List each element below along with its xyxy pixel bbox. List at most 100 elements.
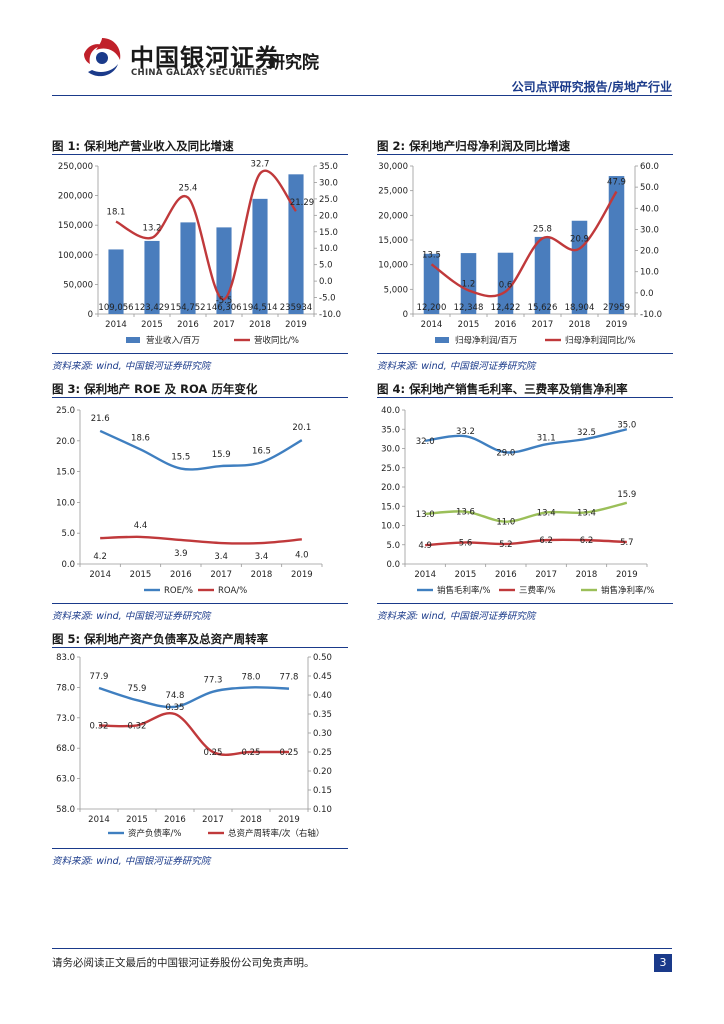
x-tick-label: 2015 (126, 815, 148, 825)
line-value-label: 3.4 (255, 552, 269, 562)
y2-tick-label: 30.0 (319, 178, 338, 188)
y-tick-label: 15.0 (381, 502, 400, 512)
bar (252, 198, 268, 314)
y2-tick-label: 40.0 (640, 204, 659, 214)
y2-tick-label: 10.0 (319, 244, 338, 254)
line-value-label: 15.9 (617, 490, 636, 500)
x-tick-label: 2017 (213, 320, 235, 330)
footer-divider (52, 948, 672, 949)
chart-margins: 0.0 5.0 10.0 15.0 20.0 25.0 30.0 35.0 40.0 2014 20… (381, 406, 654, 596)
figure-5-bottom-rule (52, 848, 348, 849)
series-line (425, 538, 627, 547)
header-divider (52, 95, 672, 96)
line-value-label: 11.0 (496, 518, 515, 528)
line-value-label: 29.0 (496, 448, 515, 458)
company-name-cn: 中国银河证券 (130, 44, 280, 72)
y2-tick-label: 20.0 (640, 247, 659, 257)
y-tick-label: 58.0 (56, 805, 75, 815)
footer-disclaimer: 请务必阅读正文最后的中国银河证券股份公司免责声明。 (52, 957, 315, 969)
line-value-label: 3.4 (214, 552, 228, 562)
line-value-label: 32.0 (416, 437, 435, 447)
bar-value-label: 194,514 (242, 303, 277, 313)
line-value-label: 0.25 (242, 748, 261, 758)
line-value-label: 16.5 (252, 446, 271, 456)
company-name-en: CHINA GALAXY SECURITIES (131, 68, 268, 78)
line-value-label: 5.7 (620, 538, 634, 548)
bar (108, 249, 124, 314)
line-value-label: 21.29 (290, 198, 314, 208)
y-tick-label: 15,000 (378, 236, 408, 246)
line-value-label: 75.9 (128, 684, 147, 694)
line-value-label: 18.1 (107, 208, 126, 218)
y-tick-label: 0.0 (61, 560, 75, 570)
y-tick-label: 0 (88, 310, 93, 320)
figure-1-source: 资料来源: wind, 中国银河证券研究院 (52, 361, 211, 372)
x-tick-label: 2014 (421, 320, 443, 330)
bar (460, 253, 477, 314)
y-tick-label: 20.0 (56, 437, 75, 447)
line-value-label: 4.0 (295, 550, 309, 560)
x-tick-label: 2018 (240, 815, 262, 825)
bar-value-label: 15,626 (528, 303, 558, 313)
figure-2-bottom-rule (377, 353, 673, 354)
legend-label: 归母净利润/百万 (455, 335, 517, 346)
figure-3-bottom-rule (52, 603, 348, 604)
x-tick-label: 2014 (105, 320, 127, 330)
y-tick-label: 5.0 (61, 529, 75, 539)
line-value-label: 33.2 (456, 427, 475, 437)
x-tick-label: 2017 (535, 570, 557, 580)
y-tick-label: 250,000 (58, 162, 93, 172)
line-value-label: 6.2 (580, 536, 594, 546)
line-value-label: 1.2 (462, 279, 476, 289)
line-value-label: 15.5 (171, 453, 190, 463)
line-value-label: 25.8 (533, 224, 552, 234)
line-value-label: 0.6 (499, 281, 513, 291)
line-value-label: 21.6 (91, 414, 110, 424)
legend-label: 资产负债率/% (128, 828, 181, 839)
y-tick-label: 25,000 (378, 187, 408, 197)
line-value-label: 20.1 (292, 423, 311, 433)
x-tick-label: 2015 (130, 570, 152, 580)
y-tick-label: 5,000 (384, 285, 408, 295)
legend-label: 总资产周转率/次（右轴） (228, 828, 324, 839)
y-tick-label: 200,000 (58, 192, 93, 202)
legend-label: ROA/% (218, 586, 247, 596)
line-value-label: 0.32 (128, 721, 147, 731)
y2-tick-label: 0.15 (313, 786, 332, 796)
series-line (425, 501, 628, 523)
x-tick-label: 2018 (569, 320, 591, 330)
figure-4-bottom-rule (377, 603, 673, 604)
y-tick-label: 40.0 (381, 406, 400, 416)
chart-net-profit: 0 5,000 10,000 15,000 20,000 25,000 30,000 -10.… (378, 162, 662, 346)
line-value-label: 18.6 (131, 433, 150, 443)
figure-4-rule (377, 397, 673, 398)
bar-value-label: 12,348 (454, 303, 484, 313)
y-tick-label: 30,000 (378, 162, 408, 172)
legend-swatch (435, 337, 449, 343)
figure-2-title: 图 2: 保利地产归母净利润及同比增速 (377, 139, 571, 153)
y2-tick-label: -10.0 (319, 310, 341, 320)
figure-1-rule (52, 154, 348, 155)
line-value-label: -5.5 (216, 296, 233, 306)
bar-value-label: 109,056 (98, 303, 133, 313)
x-tick-label: 2018 (576, 570, 598, 580)
figure-5-rule (52, 647, 348, 648)
bar-value-label: 154,752 (170, 303, 205, 313)
y2-tick-label: 30.0 (640, 225, 659, 235)
x-tick-label: 2015 (141, 320, 163, 330)
y-tick-label: 10,000 (378, 261, 408, 271)
figure-5-title: 图 5: 保利地产资产负债率及总资产周转率 (52, 632, 269, 646)
y2-tick-label: 0.40 (313, 691, 332, 701)
bar-value-label: 12,200 (417, 303, 447, 313)
y2-tick-label: 0.20 (313, 767, 332, 777)
legend-label: ROE/% (164, 586, 193, 596)
chart-roe-roa: 0.0 5.0 10.0 15.0 20.0 25.0 2014 2015 2016 2017 20… (56, 406, 323, 596)
y2-tick-label: 60.0 (640, 162, 659, 172)
series-line (100, 535, 302, 545)
line-value-label: 13.5 (422, 250, 441, 260)
y-tick-label: 50,000 (63, 280, 93, 290)
galaxy-logo-icon (84, 38, 121, 77)
y2-tick-label: 10.0 (640, 268, 659, 278)
figure-1-title: 图 1: 保利地产营业收入及同比增速 (52, 139, 234, 153)
x-tick-label: 2016 (495, 570, 517, 580)
